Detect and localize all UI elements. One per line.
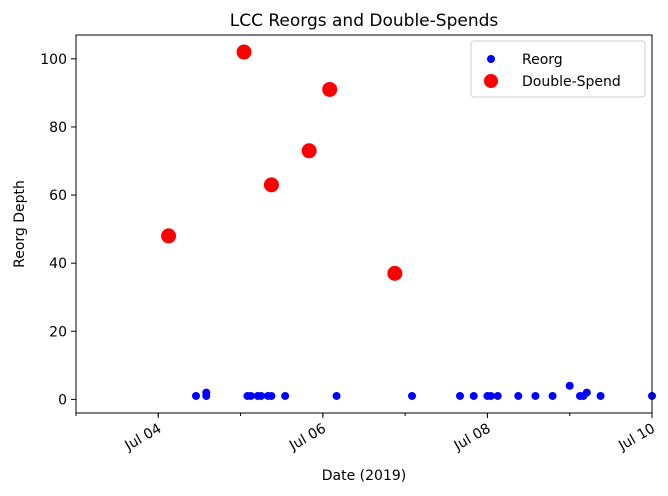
legend: Reorg Double-Spend — [470, 40, 646, 98]
double-spend-point — [301, 143, 317, 159]
reorg-point — [257, 391, 266, 400]
reorg-point — [486, 391, 495, 400]
reorg-point — [514, 391, 523, 400]
reorg-point — [408, 391, 416, 400]
reorg-point — [531, 391, 540, 400]
x-axis-label: Date (2019) — [322, 468, 406, 484]
reorg-point — [281, 391, 290, 400]
y-axis-label: Reorg Depth — [12, 180, 28, 268]
reorg-point — [493, 391, 502, 400]
reorg-point — [469, 391, 478, 400]
plot-frame — [75, 34, 653, 414]
reorg-point — [548, 391, 557, 400]
double-spend-point — [322, 81, 338, 97]
legend-reorg-marker — [487, 55, 495, 63]
data-points — [161, 44, 656, 400]
legend-reorg-label: Reorg — [522, 52, 563, 68]
reorg-point — [202, 391, 211, 400]
reorg-point — [596, 391, 605, 400]
reorg-point — [565, 381, 574, 390]
legend-double-spend-label: Double-Spend — [522, 74, 621, 90]
double-spend-point — [236, 44, 252, 60]
reorg-point — [267, 391, 276, 400]
reorg-point — [582, 388, 591, 397]
y-axis-ticks: 0 20 40 60 80 100 — [40, 52, 76, 408]
reorg-point — [456, 391, 464, 400]
chart-title: LCC Reorgs and Double-Spends — [230, 11, 499, 31]
reorg-point — [246, 391, 255, 400]
legend-box — [470, 40, 646, 98]
y-tick-label: 40 — [49, 256, 67, 272]
y-tick-label: 0 — [58, 392, 67, 408]
legend-double-spend-marker — [484, 74, 498, 88]
reorg-point — [332, 391, 341, 400]
reorg-point — [192, 391, 200, 400]
double-spend-point — [161, 228, 177, 244]
double-spend-point — [387, 265, 403, 281]
double-spend-point — [263, 177, 279, 193]
y-tick-label: 20 — [49, 324, 67, 340]
y-tick-label: 80 — [49, 120, 67, 136]
y-tick-label: 60 — [49, 188, 67, 204]
plot-area — [76, 35, 652, 413]
y-tick-label: 100 — [40, 52, 67, 68]
